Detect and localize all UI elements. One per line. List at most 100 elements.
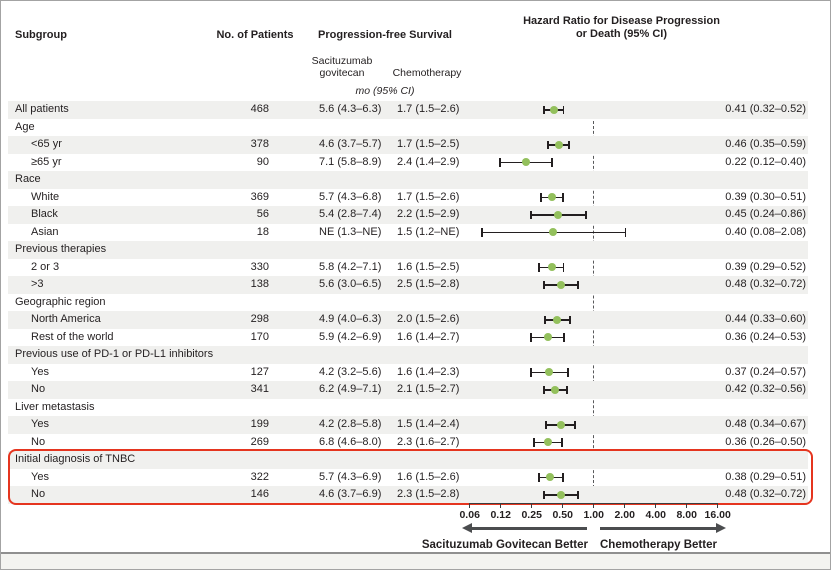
sacituzumab-pfs-value: 4.6 (3.7–6.9) — [319, 488, 382, 500]
x-axis-tick-label: 0.12 — [490, 509, 511, 521]
subgroup-label: Initial diagnosis of TNBC — [15, 453, 136, 465]
sacituzumab-pfs-value: 4.6 (3.7–5.7) — [319, 138, 382, 150]
x-axis-tick-label: 16.00 — [704, 509, 731, 521]
ci-cap-right — [562, 263, 565, 272]
hr-point-dot — [521, 158, 530, 167]
chemotherapy-pfs-value: 1.7 (1.5–2.5) — [397, 138, 460, 150]
right-better-label: Chemotherapy Better — [600, 539, 717, 551]
ci-cap-right — [577, 280, 579, 289]
ci-cap-right — [550, 158, 553, 167]
patients-count: 170 — [250, 330, 269, 343]
ci-cap-left — [542, 490, 545, 499]
x-axis-tick — [624, 503, 626, 508]
patients-count: 56 — [256, 208, 269, 220]
ci-cap-right — [569, 315, 571, 324]
hr-point-dot — [547, 263, 556, 272]
x-axis-tick-label: 0.50 — [552, 509, 573, 521]
hr-point-dot — [556, 420, 565, 429]
hazard-ratio-value: 0.48 (0.32–0.72) — [725, 488, 806, 500]
subgroup-label: North America — [31, 313, 101, 325]
ci-cap-left — [539, 193, 542, 202]
ci-cap-left — [542, 280, 545, 289]
patients-count: 378 — [250, 138, 269, 150]
table-row: Rest of the world 170 5.9 (4.2–6.9) 1.6 (1.… — [8, 329, 808, 347]
chemotherapy-pfs-value: 1.7 (1.5–2.6) — [397, 190, 460, 203]
table-row: Yes 199 4.2 (2.8–5.8) 1.5 (1.4–2.4) 0.48 (0.… — [8, 416, 808, 434]
column-header-patients: No. of Patients — [216, 29, 294, 41]
hr-point-dot — [546, 473, 555, 482]
table-row: Yes 127 4.2 (3.2–5.6) 1.6 (1.4–2.3) 0.37 (0.… — [8, 364, 808, 382]
x-axis-tick — [562, 503, 564, 508]
group-header-row: Race — [8, 171, 808, 189]
ci-cap-right — [573, 420, 576, 429]
right-arrow-head-icon — [716, 523, 726, 534]
subgroup-label: All patients — [15, 103, 69, 115]
subgroup-label: <65 yr — [31, 138, 62, 150]
hr-ci-marker — [529, 206, 587, 224]
sacituzumab-pfs-value: NE (1.3–NE) — [319, 225, 382, 238]
hr-ci-marker — [542, 276, 579, 294]
table-row: White 369 5.7 (4.3–6.8) 1.7 (1.5–2.6) 0.39 (… — [8, 189, 808, 207]
subgroup-label: Previous use of PD-1 or PD-L1 inhibitors — [15, 348, 214, 360]
hazard-ratio-value: 0.44 (0.33–0.60) — [725, 313, 806, 325]
group-header-row: Initial diagnosis of TNBC — [8, 451, 808, 469]
chemotherapy-pfs-value: 1.6 (1.4–2.3) — [397, 365, 460, 378]
hazard-ratio-value: 0.38 (0.29–0.51) — [725, 470, 806, 483]
hr-point-dot — [547, 193, 556, 202]
chemotherapy-pfs-value: 2.3 (1.5–2.8) — [397, 488, 460, 500]
arm-header-chemotherapy: Chemotherapy — [392, 67, 462, 79]
ci-cap-right — [585, 210, 587, 219]
ci-cap-left — [545, 420, 548, 429]
table-row: No 269 6.8 (4.6–8.0) 2.3 (1.6–2.7) 0.36 (0.2… — [8, 434, 808, 452]
hr-ci-marker — [545, 416, 576, 434]
sacituzumab-pfs-value: 7.1 (5.8–8.9) — [319, 155, 382, 168]
hr-ci-marker — [480, 224, 627, 242]
patients-count: 298 — [250, 313, 269, 325]
chemotherapy-pfs-value: 1.5 (1.4–2.4) — [397, 418, 460, 430]
table-row: 2 or 3 330 5.8 (4.2–7.1) 1.6 (1.5–2.5) 0.39 … — [8, 259, 808, 277]
hazard-ratio-value: 0.39 (0.29–0.52) — [725, 260, 806, 273]
left-arrow-line — [471, 527, 587, 530]
subgroup-label: Yes — [31, 418, 49, 430]
hr-point-dot — [549, 105, 558, 114]
right-arrow-line — [600, 527, 716, 530]
sacituzumab-pfs-value: 5.7 (4.3–6.8) — [319, 190, 382, 203]
patients-count: 90 — [256, 155, 269, 168]
chemotherapy-pfs-value: 2.1 (1.5–2.7) — [397, 383, 460, 395]
hr-ci-marker — [498, 154, 553, 172]
chemotherapy-pfs-value: 2.5 (1.5–2.8) — [397, 278, 460, 290]
subgroup-label: White — [31, 190, 60, 203]
ci-cap-right — [568, 140, 571, 149]
subgroup-label: Age — [15, 120, 35, 133]
subgroup-label: Geographic region — [15, 295, 106, 308]
sacituzumab-pfs-value: 6.2 (4.9–7.1) — [319, 383, 382, 395]
table-row: Black 56 5.4 (2.8–7.4) 2.2 (1.5–2.9) 0.45 (0… — [8, 206, 808, 224]
x-axis-tick — [500, 503, 502, 508]
group-header-row: Geographic region — [8, 294, 808, 312]
chemotherapy-pfs-value: 2.3 (1.6–2.7) — [397, 435, 460, 448]
subgroup-label: Yes — [31, 365, 49, 378]
ci-cap-right — [577, 490, 579, 499]
hr-point-dot — [543, 333, 552, 342]
hr-ci-marker — [542, 101, 565, 119]
hazard-ratio-value: 0.22 (0.12–0.40) — [725, 155, 806, 168]
subgroup-label: Rest of the world — [31, 330, 114, 343]
sacituzumab-pfs-value: 5.7 (4.3–6.9) — [319, 470, 382, 483]
hazard-ratio-value: 0.39 (0.30–0.51) — [725, 190, 806, 203]
x-axis-tick — [531, 503, 533, 508]
ci-cap-left — [538, 263, 541, 272]
ci-cap-left — [529, 333, 532, 342]
patients-count: 146 — [250, 488, 269, 500]
hr-point-dot — [554, 140, 563, 149]
x-axis-tick-label: 0.25 — [521, 509, 542, 521]
ci-cap-left — [546, 140, 549, 149]
patients-count: 138 — [250, 278, 269, 290]
ci-cap-left — [480, 228, 483, 237]
reference-line-hr-1 — [593, 101, 594, 503]
x-axis-tick-label: 1.00 — [583, 509, 604, 521]
subgroup-label: Asian — [31, 225, 59, 238]
x-axis-tick — [469, 503, 471, 508]
column-header-hazard-ratio: Hazard Ratio for Disease Progression or … — [469, 15, 774, 41]
x-axis-tick-label: 2.00 — [614, 509, 635, 521]
